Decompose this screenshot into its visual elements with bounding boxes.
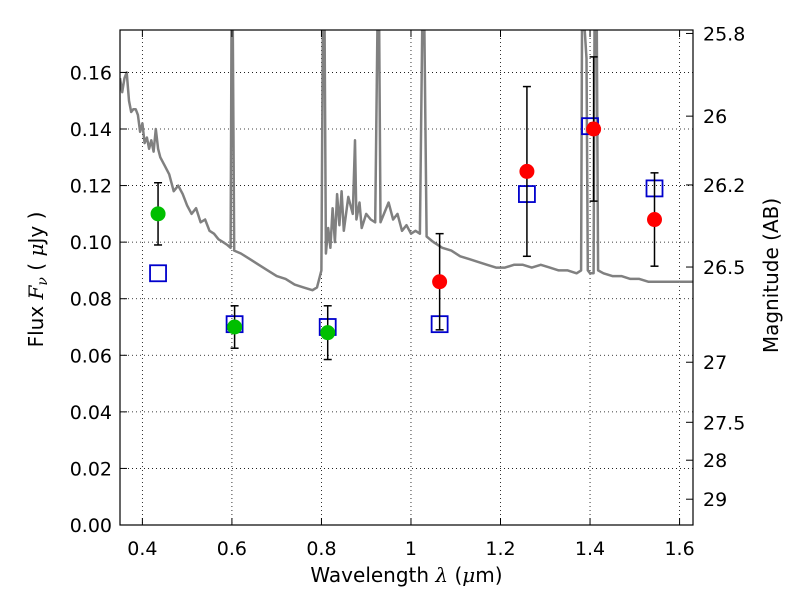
x-tick-label: 0.6	[217, 538, 247, 560]
y-tick-label: 0.16	[70, 62, 112, 84]
x-axis-label-text: Wavelength	[310, 563, 435, 587]
y-tick-label: 0.10	[70, 232, 112, 254]
y-tick-label: 0.06	[70, 345, 112, 367]
x-tick-label: 1.6	[664, 538, 694, 560]
y-tick-label: 0.02	[70, 458, 112, 480]
x-tick-label: 0.4	[127, 538, 157, 560]
observed-point	[432, 274, 448, 290]
y-tick-label: 0.14	[70, 119, 112, 141]
y-axis-symbol: F	[24, 284, 48, 300]
x-axis-unit-open: (	[448, 563, 462, 587]
y2-tick-label: 27.5	[703, 412, 745, 434]
y-axis-unit-open: (	[24, 257, 48, 278]
y-tick-label: 0.00	[70, 515, 112, 537]
model-photometry-square	[149, 264, 167, 283]
y2-tick-label: 28	[703, 450, 727, 472]
x-tick-label: 0.8	[306, 538, 336, 560]
y2-tick-label: 29	[703, 489, 727, 511]
x-tick-label: 1	[405, 538, 417, 560]
x-axis-label: Wavelength λ (μm)	[310, 563, 502, 587]
observed-point	[320, 325, 336, 341]
observed-point	[647, 212, 663, 228]
x-axis-mu: μ	[462, 563, 475, 587]
x-axis-unit-close: m)	[475, 563, 502, 587]
x-tick-label: 1.2	[485, 538, 515, 560]
x-tick-label: 1.4	[575, 538, 605, 560]
plot-area	[120, 30, 693, 361]
observed-point	[227, 319, 243, 335]
y2-tick-label: 25.8	[703, 23, 745, 45]
y-tick-label: 0.12	[70, 176, 112, 198]
y-tick-label: 0.08	[70, 289, 112, 311]
y2-tick-label: 26.2	[703, 175, 745, 197]
y2-tick-label: 27	[703, 352, 727, 374]
y2-axis-label: Magnitude (AB)	[759, 198, 783, 353]
sed-model-line	[120, 30, 693, 292]
plot-frame	[119, 29, 694, 526]
observed-point	[519, 163, 535, 179]
y-axis-label-text: Flux	[24, 299, 48, 347]
x-axis-lambda: λ	[434, 563, 448, 587]
grid-lines	[120, 30, 693, 526]
observed-point	[586, 121, 602, 137]
y-axis-label: Flux Fν ( μJy )	[24, 212, 51, 348]
y2-tick-label: 26.5	[703, 257, 745, 279]
observed-point	[150, 206, 166, 222]
y-axis-mu: μ	[24, 244, 48, 257]
y2-tick-label: 26	[703, 106, 727, 128]
y-tick-label: 0.04	[70, 402, 112, 424]
y-axis-unit-close: Jy )	[24, 212, 48, 246]
y-axis-subscript: ν	[35, 277, 51, 286]
axis-ticks: 0.4 0.6 0.8 1 1.2 1.4 1.6 0.00 0.02 0.04 0.06 0.08 0…	[70, 23, 746, 560]
